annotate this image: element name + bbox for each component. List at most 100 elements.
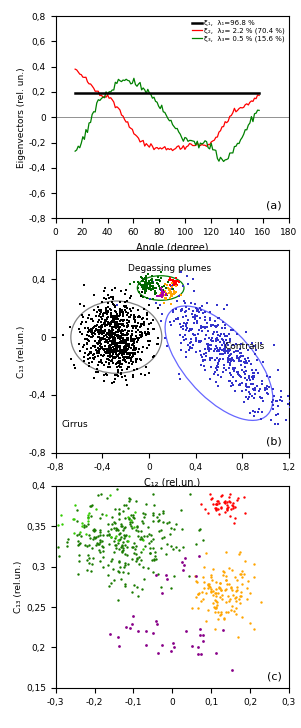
Point bbox=[214, 584, 219, 596]
Point bbox=[255, 380, 260, 392]
Point bbox=[108, 352, 113, 363]
Point bbox=[112, 338, 117, 349]
Point bbox=[128, 516, 133, 528]
Point bbox=[228, 593, 232, 605]
Point bbox=[107, 358, 112, 370]
Point bbox=[237, 354, 241, 365]
Point bbox=[126, 339, 131, 351]
Point bbox=[108, 317, 113, 328]
Point bbox=[135, 553, 139, 564]
Point bbox=[163, 282, 168, 294]
Point bbox=[235, 352, 240, 363]
Point bbox=[131, 277, 136, 288]
Point bbox=[228, 369, 233, 381]
Point bbox=[144, 285, 148, 296]
Point bbox=[119, 573, 123, 585]
Point bbox=[82, 355, 87, 367]
Point bbox=[253, 365, 258, 376]
Point bbox=[95, 530, 100, 542]
Point bbox=[89, 328, 94, 340]
Point bbox=[128, 352, 133, 364]
Point bbox=[221, 343, 226, 355]
Point bbox=[162, 278, 167, 290]
Point bbox=[159, 284, 163, 296]
Point bbox=[123, 578, 127, 590]
Point bbox=[205, 339, 210, 350]
Point bbox=[121, 523, 126, 534]
Point bbox=[210, 335, 215, 347]
Point bbox=[108, 316, 113, 328]
Point bbox=[107, 350, 112, 362]
Point bbox=[116, 513, 121, 525]
Point bbox=[145, 282, 150, 293]
Point bbox=[111, 343, 116, 355]
Point bbox=[264, 380, 269, 392]
Point bbox=[169, 582, 174, 594]
Point bbox=[119, 531, 124, 542]
Point bbox=[144, 309, 149, 321]
Point bbox=[218, 328, 223, 340]
Point bbox=[144, 274, 148, 286]
Point bbox=[105, 353, 110, 365]
Point bbox=[179, 338, 184, 349]
Point bbox=[151, 555, 156, 566]
Point bbox=[195, 305, 200, 317]
Point bbox=[102, 293, 107, 304]
Point bbox=[125, 320, 129, 331]
Point bbox=[120, 332, 125, 344]
Point bbox=[116, 341, 121, 352]
Point bbox=[221, 625, 225, 636]
ξ₂,  λ₂= 2.2 % (70.4 %) bbox=[73, 65, 77, 74]
Point bbox=[124, 296, 129, 307]
Point bbox=[165, 341, 170, 352]
Point bbox=[170, 304, 175, 316]
Point bbox=[261, 395, 266, 407]
Point bbox=[107, 346, 112, 357]
Point bbox=[79, 530, 84, 542]
Point bbox=[239, 590, 244, 602]
Point bbox=[234, 581, 239, 593]
Point bbox=[218, 502, 223, 514]
Point bbox=[143, 361, 148, 373]
Point bbox=[120, 315, 125, 327]
Point bbox=[192, 309, 197, 321]
Point bbox=[128, 333, 133, 345]
Point bbox=[85, 333, 89, 344]
Point bbox=[113, 320, 118, 331]
Point bbox=[108, 328, 113, 340]
Point bbox=[245, 357, 250, 368]
Point bbox=[131, 364, 136, 376]
Point bbox=[174, 518, 179, 530]
Point bbox=[148, 282, 153, 294]
Point bbox=[218, 336, 223, 348]
Point bbox=[198, 623, 203, 635]
Point bbox=[209, 493, 214, 505]
Point bbox=[237, 343, 242, 355]
Point bbox=[157, 280, 162, 292]
Point bbox=[81, 311, 86, 323]
Point bbox=[240, 611, 245, 622]
Point bbox=[203, 503, 207, 515]
Point bbox=[200, 355, 205, 367]
Point bbox=[197, 336, 202, 348]
Point bbox=[113, 312, 118, 324]
Point bbox=[158, 272, 163, 283]
Point bbox=[243, 391, 248, 403]
Point bbox=[141, 543, 145, 555]
Point bbox=[104, 335, 108, 347]
Point bbox=[143, 640, 148, 652]
Point bbox=[77, 338, 82, 349]
Point bbox=[120, 524, 125, 536]
Point bbox=[239, 347, 244, 359]
Point bbox=[234, 350, 239, 362]
Point bbox=[121, 334, 126, 346]
Point bbox=[143, 327, 148, 339]
Point bbox=[161, 289, 166, 301]
Point bbox=[116, 325, 121, 337]
Point bbox=[83, 333, 88, 344]
Point bbox=[147, 367, 152, 379]
Point bbox=[115, 565, 120, 577]
Point bbox=[120, 566, 125, 578]
Point bbox=[140, 272, 145, 283]
Point bbox=[165, 276, 170, 288]
